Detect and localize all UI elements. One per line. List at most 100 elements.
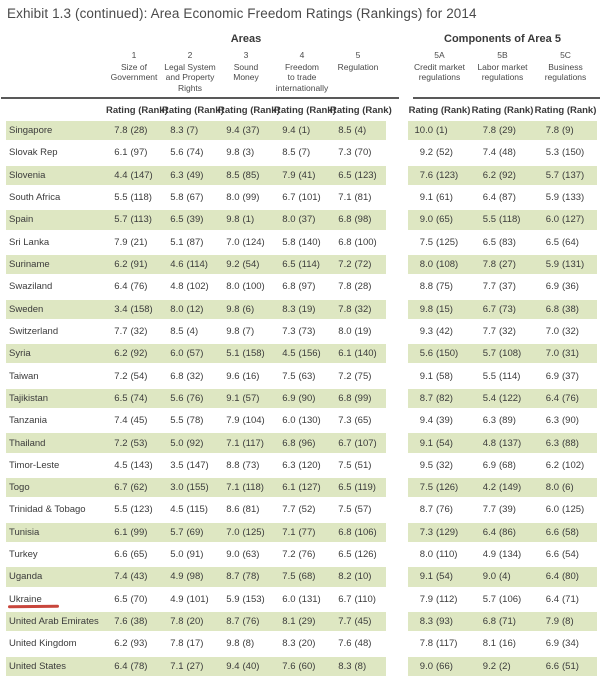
rating-rank-cell: 7.1 (117) — [218, 433, 274, 455]
rating-rank-value: 7.5 (126) — [419, 482, 459, 494]
rating-rank-cell: 6.6 (58) — [534, 522, 597, 545]
rating-rank-value: 5.7 (69) — [170, 526, 204, 538]
rating-rank-cell: 9.1 (54) — [408, 433, 471, 455]
rating-rank-value: 6.5 (114) — [282, 259, 320, 271]
rating-rank-cell: 6.5 (126) — [330, 545, 386, 567]
column-name-line: internationally — [275, 82, 329, 93]
rating-rank-cell: 7.1 (81) — [330, 188, 386, 210]
rating-rank-cell: 8.0 (108) — [408, 254, 471, 277]
rating-rank-value: 4.6 (114) — [170, 259, 208, 271]
table-row: Timor-Leste 4.5 (143) 3.5 (147) 8.8 (73) 6.3 (12… — [6, 456, 604, 478]
rating-rank-cell: 7.1 (27) — [162, 656, 218, 679]
rating-rank-value: 10.0 (1) — [414, 125, 448, 137]
column-name-line: to trade — [287, 72, 317, 82]
rating-rank-cell: 6.9 (68) — [471, 456, 534, 478]
rating-rank-cell: 8.7 (76) — [408, 500, 471, 522]
rating-rank-value: 9.5 (32) — [419, 459, 453, 471]
rating-rank-value: 6.2 (102) — [545, 459, 585, 471]
rating-rank-value: 7.9 (104) — [226, 415, 265, 427]
rating-rank-label: Rating (Rank) — [330, 105, 392, 116]
rating-rank-value: 8.3 (93) — [419, 616, 453, 628]
rating-rank-cell: 4.5 (143) — [106, 456, 162, 478]
rating-rank-cell: 6.5 (64) — [534, 233, 597, 255]
rating-rank-cell: 4.8 (102) — [162, 277, 218, 299]
rating-rank-value: 4.5 (143) — [114, 459, 153, 471]
rating-rank-value: 7.2 (75) — [338, 370, 372, 382]
rating-rank-value: 5.7 (108) — [482, 348, 522, 360]
rating-rank-value: 8.0 (99) — [226, 192, 260, 204]
table-row: Spain 5.7 (113) 6.5 (39) 9.8 (1) 8.0 (37) 6.8 (98)… — [6, 210, 604, 232]
rating-rank-label: Rating (Rank) — [106, 105, 168, 116]
rating-rank-cell: 8.2 (10) — [330, 567, 386, 589]
rating-rank-value: 6.2 (91) — [114, 259, 148, 271]
rating-rank-value: 8.2 (10) — [338, 571, 372, 583]
rating-rank-value: 6.5 (83) — [482, 236, 516, 248]
rating-rank-cell: 8.5 (85) — [218, 165, 274, 188]
rating-rank-cell: 7.2 (76) — [274, 545, 330, 567]
rating-rank-cell: 6.7 (101) — [274, 188, 330, 210]
components-group-header: Components of Area 5 — [444, 33, 561, 45]
rating-rank-cell: 6.8 (97) — [274, 277, 330, 299]
rating-rank-value: 9.8 (15) — [419, 303, 453, 315]
rating-rank-cell: 7.7 (32) — [471, 322, 534, 344]
rating-rank-value: 5.3 (150) — [545, 147, 585, 159]
country-name: United Kingdom — [9, 638, 77, 650]
rating-rank-cell: 6.8 (38) — [534, 299, 597, 322]
country-name: Suriname — [6, 254, 106, 277]
area-column-header-3: 3 Sound Money — [218, 48, 274, 93]
rating-rank-value: 7.6 (38) — [114, 616, 148, 628]
country-name: United States — [6, 656, 106, 679]
table-row: Suriname 6.2 (91) 4.6 (114) 9.2 (54) 6.5 (114) 7.… — [6, 254, 604, 277]
column-gap — [386, 300, 408, 322]
rating-rank-cell: 4.6 (114) — [162, 254, 218, 277]
rating-rank-value: 8.5 (7) — [282, 147, 311, 159]
rating-rank-cell: 7.5 (126) — [408, 478, 471, 500]
rating-rank-cell: 6.8 (71) — [471, 611, 534, 634]
column-number: 5B — [497, 50, 508, 60]
rating-rank-value: 9.1 (54) — [419, 571, 453, 583]
rating-rank-value: 6.5 (39) — [170, 214, 204, 226]
column-gap — [386, 567, 408, 589]
rating-rank-cell: 5.1 (158) — [218, 344, 274, 366]
rating-rank-cell: 7.4 (45) — [106, 411, 162, 433]
rating-rank-value: 7.8 (28) — [338, 281, 372, 293]
rating-rank-value: 9.1 (58) — [419, 370, 453, 382]
rating-rank-cell: 7.8 (9) — [534, 121, 597, 143]
country-name: United Arab Emirates — [6, 611, 106, 634]
rating-rank-value: 7.6 (123) — [419, 169, 459, 181]
column-number: 5C — [560, 50, 571, 60]
rating-rank-value: 6.9 (34) — [545, 638, 579, 650]
rating-rank-cell: 5.0 (92) — [162, 433, 218, 455]
rating-rank-value: 8.1 (29) — [282, 616, 316, 628]
group-header-row: Areas Components of Area 5 — [6, 33, 604, 45]
rating-rank-cell: 7.6 (60) — [274, 656, 330, 679]
rating-rank-cell: 9.8 (1) — [218, 210, 274, 232]
table-row: Sweden 3.4 (158) 8.0 (12) 9.8 (6) 8.3 (19) 7.8 (32… — [6, 299, 604, 322]
rating-rank-value: 8.7 (82) — [419, 392, 453, 404]
rating-rank-value: 9.4 (1) — [282, 125, 311, 137]
rating-rank-cell: 6.2 (92) — [471, 165, 534, 188]
rating-rank-cell: 9.8 (15) — [408, 299, 471, 322]
rating-rank-value: 5.0 (91) — [170, 549, 204, 561]
rating-rank-value: 7.3 (129) — [419, 526, 459, 538]
rating-rank-value: 6.8 (96) — [282, 437, 316, 449]
column-name-line: Sound — [233, 61, 259, 72]
rating-rank-value: 5.4 (122) — [482, 392, 522, 404]
rating-rank-value: 7.9 (112) — [419, 593, 458, 605]
rating-rank-cell: 4.8 (137) — [471, 433, 534, 455]
area-column-header-5: 5 Regulation — [330, 48, 386, 93]
rating-rank-value: 6.8 (71) — [482, 616, 516, 628]
column-gap — [386, 478, 408, 500]
rating-rank-value: 6.4 (76) — [114, 281, 148, 293]
rating-rank-value: 8.0 (110) — [419, 549, 458, 561]
rating-rank-cell: 6.5 (83) — [471, 233, 534, 255]
rating-rank-cell: 8.1 (16) — [471, 634, 534, 656]
rating-rank-cell: 6.1 (97) — [106, 143, 162, 165]
rating-rank-value: 5.5 (123) — [114, 504, 153, 516]
rating-rank-value: 6.3 (88) — [545, 437, 579, 449]
table-row: Uganda 7.4 (43) 4.9 (98) 8.7 (78) 7.5 (68) 8.2 (10… — [6, 567, 604, 589]
rating-rank-cell: 7.8 (20) — [162, 611, 218, 634]
rating-rank-value: 5.0 (92) — [170, 437, 204, 449]
rating-rank-value: 8.0 (108) — [419, 259, 459, 271]
rating-rank-value: 4.8 (137) — [482, 437, 522, 449]
